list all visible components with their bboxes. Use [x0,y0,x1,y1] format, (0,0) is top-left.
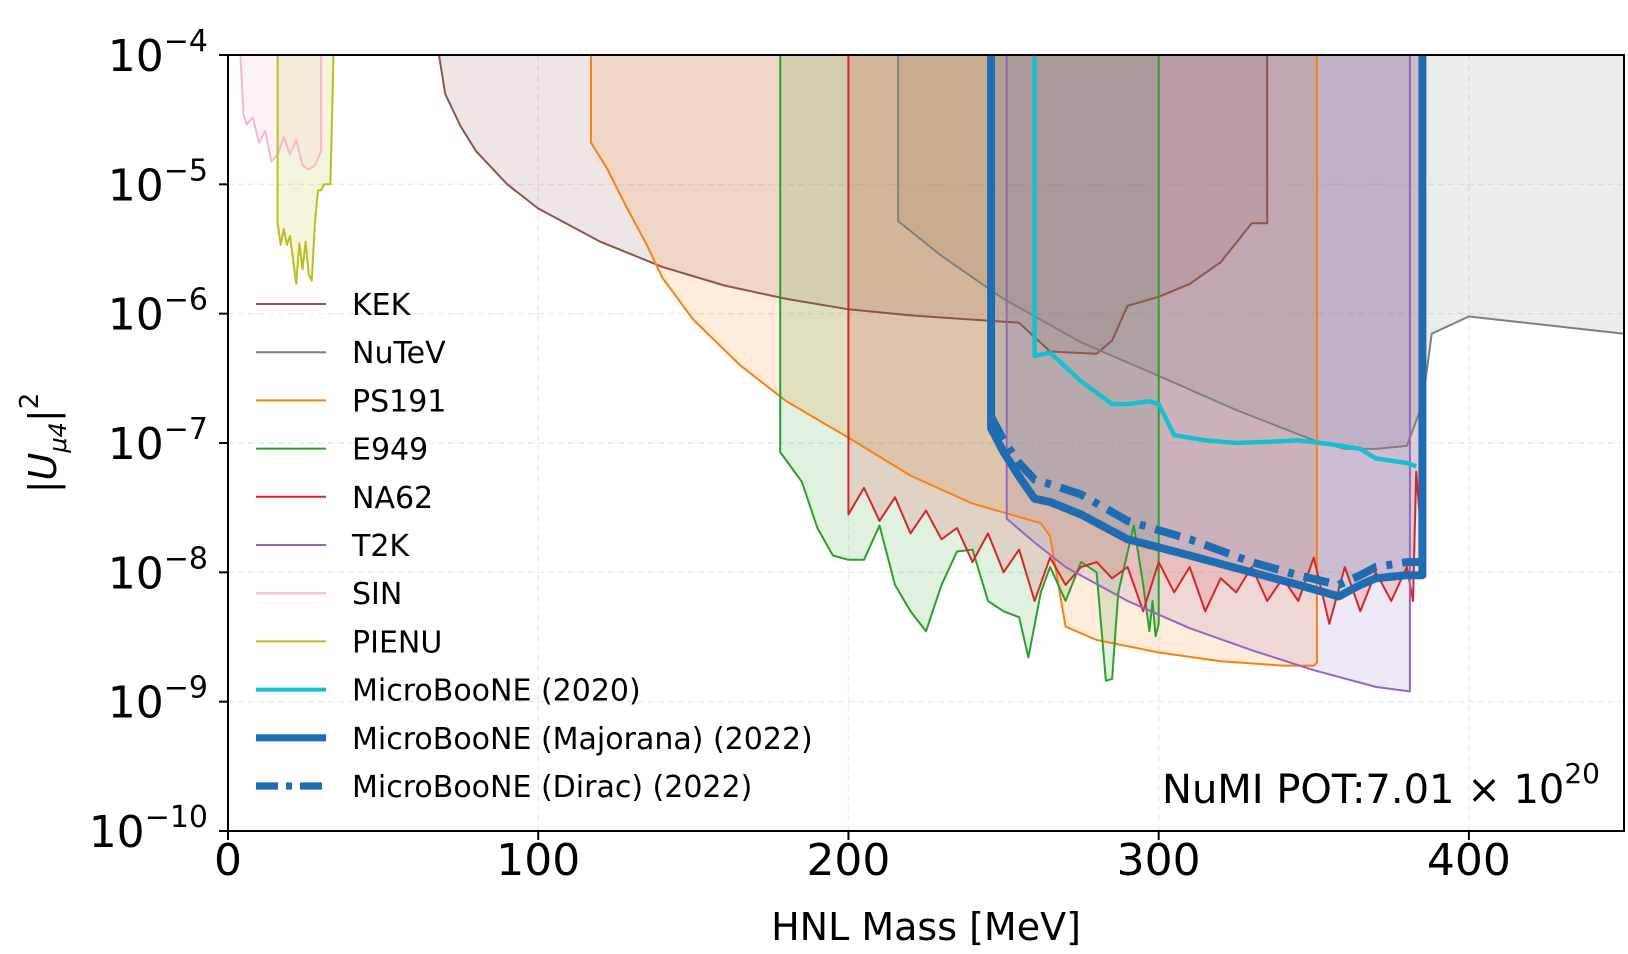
legend-label-nutev: NuTeV [352,336,446,371]
curve-pienu [276,55,335,285]
x-tick-label: 400 [1427,835,1511,886]
region-nutev [898,55,1624,449]
legend-label-na62: NA62 [352,481,433,516]
region-kek [439,55,1268,354]
legend-label-ps191: PS191 [352,384,446,419]
legend-label-pienu: PIENU [352,625,442,660]
curve-microboone-2020 [1032,55,1417,469]
pot-annotation: NuMI POT:7.01 × 1020 [1162,757,1600,813]
y-tick-label: 10−8 [108,541,208,599]
region-sin [240,55,322,170]
legend-label-kek: KEK [352,288,412,323]
legend-label-microboone-2020: MicroBooNE (2020) [352,674,641,709]
legend-label-microboone-dirac-2022: MicroBooNE (Dirac) (2022) [352,770,752,805]
x-tick-label: 100 [496,835,580,886]
y-tick-label: 10−5 [108,153,208,211]
y-axis-ticks: 10−10 10−9 10−8 10−7 10−6 10−5 10−4 [89,24,228,858]
x-tick-label: 200 [806,835,890,886]
y-tick-label: 10−10 [89,800,208,858]
legend-label-sin: SIN [352,577,402,612]
curve-e949 [779,55,1160,682]
region-ps191 [591,55,1317,666]
x-axis-ticks: 0 100 200 300 400 [214,831,1511,886]
y-tick-label: 10−4 [108,24,208,82]
region-e949 [780,55,1159,681]
curve-t2k [1005,55,1411,693]
x-axis-label: HNL Mass [MeV] [771,905,1081,949]
y-tick-label: 10−6 [108,283,208,341]
region-microboone-majorana-2022 [991,55,1423,597]
legend-label-t2k: T2K [351,529,410,564]
region-pienu [277,55,334,284]
x-tick-label: 0 [214,835,242,886]
y-tick-label: 10−7 [108,412,208,470]
curve-na62 [847,55,1424,625]
legend: KEK NuTeV PS191 E949 NA62 T2K SIN PIENU MicroBoo… [256,288,813,805]
curve-kek [438,55,1269,355]
curve-microboone-majorana-2022 [987,55,1427,601]
curve-sin [239,55,323,171]
x-tick-label: 300 [1117,835,1201,886]
legend-label-e949: E949 [352,433,428,468]
legend-label-microboone-majorana-2022: MicroBooNE (Majorana) (2022) [352,722,813,757]
y-tick-label: 10−9 [108,671,208,729]
y-axis-label: |Uμ4|2 [15,393,72,494]
curve-ps191 [590,55,1318,667]
curve-microboone-dirac-2022 [987,414,1423,589]
exclusion-curves [239,55,1624,693]
